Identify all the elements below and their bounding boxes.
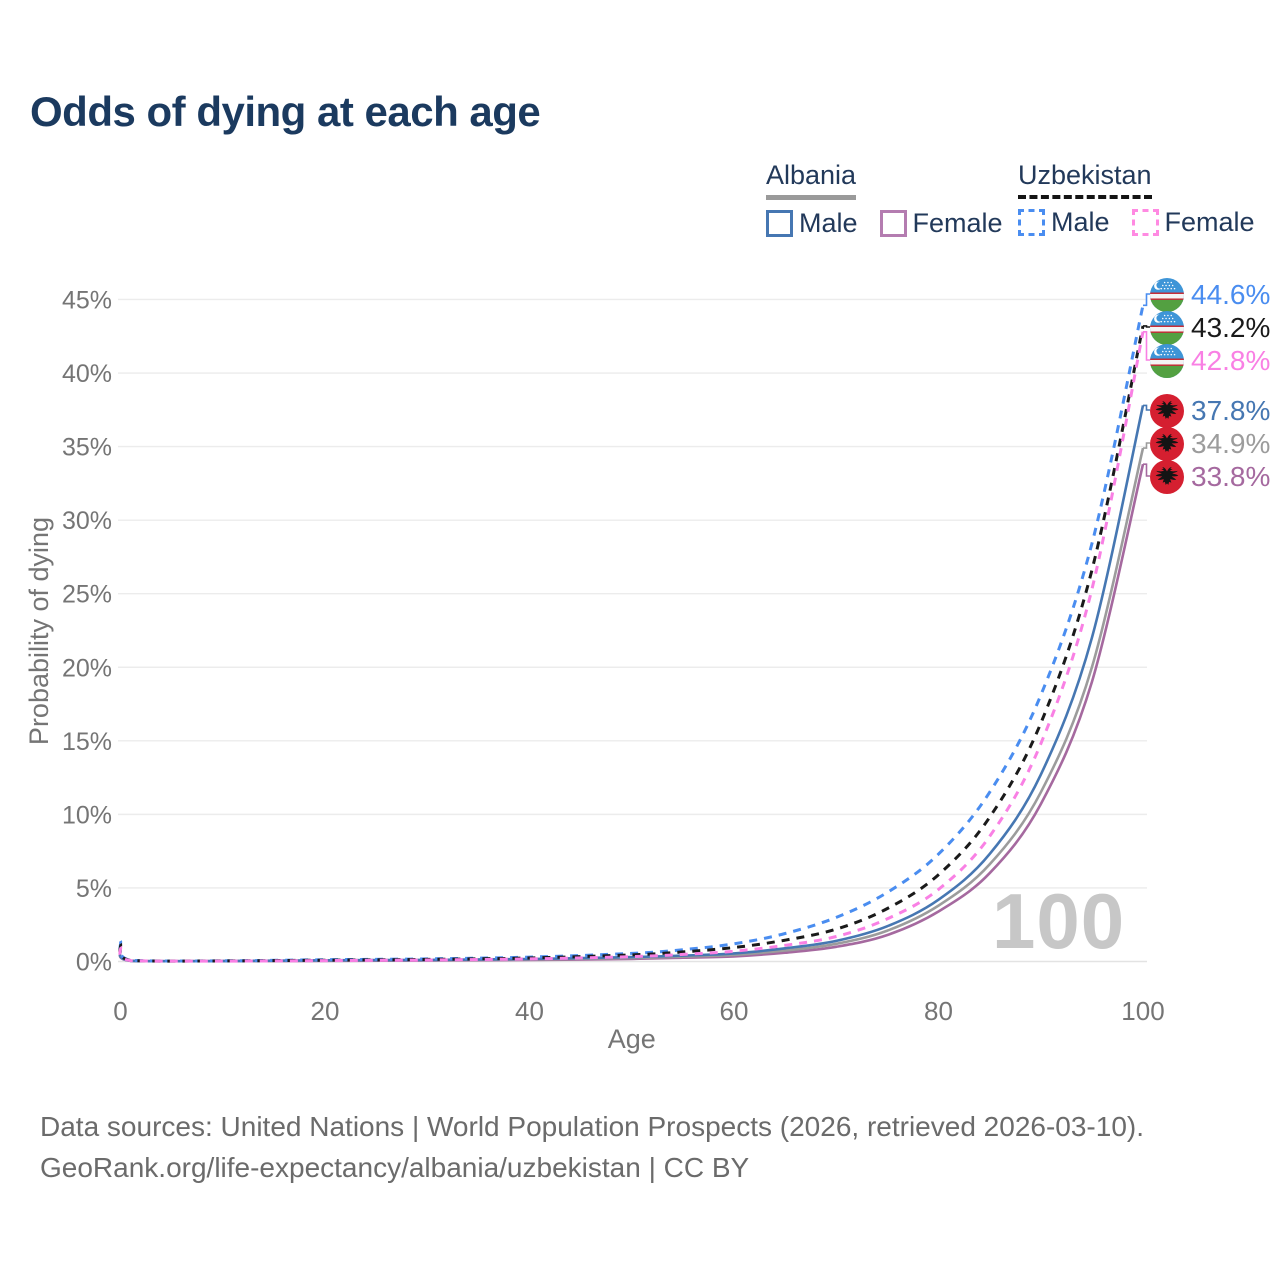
end-label-albania-male: 37.8% [1150, 394, 1270, 428]
end-label-connector [1143, 331, 1150, 361]
series-value-label: 33.8% [1191, 461, 1271, 492]
y-tick-label: 45% [62, 286, 112, 314]
y-axis-title: Probability of dying [24, 517, 54, 745]
series-line-albania-male[interactable] [118, 405, 1145, 963]
age-hover-indicator: 100 [992, 877, 1126, 965]
attribution-text: GeoRank.org/life-expectancy/albania/uzbe… [40, 1152, 750, 1183]
series-value-label: 42.8% [1191, 345, 1271, 376]
end-label-connector [1143, 442, 1150, 449]
y-tick-label: 0% [76, 949, 112, 977]
legend-item-label: Male [1051, 207, 1110, 237]
y-tick-label: 20% [62, 654, 112, 682]
y-tick-label: 40% [62, 360, 112, 388]
albania-male-checkbox-icon[interactable] [766, 210, 793, 237]
uzbekistan-flag-icon [1150, 344, 1184, 378]
albania-flag-icon [1150, 460, 1184, 494]
uzbekistan-flag-icon [1150, 278, 1184, 312]
footer: Data sources: United Nations | World Pop… [40, 1106, 1144, 1188]
x-tick-label: 0 [113, 996, 127, 1026]
series-value-label: 37.8% [1191, 395, 1271, 426]
series-value-label: 34.9% [1191, 428, 1271, 459]
legend-country-label-albania: Albania [766, 160, 857, 200]
legend-item-label: Female [912, 208, 1003, 238]
series-value-label: 44.6% [1191, 279, 1271, 310]
legend-group-uzbekistan: Uzbekistan Male Female [1018, 160, 1255, 238]
y-tick-label: 10% [62, 801, 112, 829]
x-axis-title: Age [608, 1024, 656, 1054]
albania-female-checkbox-icon[interactable] [879, 210, 907, 237]
series-line-uzbekistan-both-sexes[interactable] [118, 325, 1145, 963]
legend-country-label-uzbekistan: Uzbekistan [1018, 160, 1152, 199]
y-tick-label: 15% [62, 728, 112, 756]
uzbekistan-flag-icon [1150, 311, 1184, 345]
uzbekistan-female-checkbox-icon[interactable] [1131, 209, 1159, 236]
legend-item-uzbekistan-female[interactable]: Female [1131, 207, 1255, 238]
legend-group-albania: Albania Male Female [766, 160, 1003, 239]
uzbekistan-male-checkbox-icon[interactable] [1018, 209, 1045, 236]
x-tick-label: 40 [515, 996, 544, 1026]
series-line-albania-both-sexes[interactable] [118, 447, 1145, 963]
end-label-uzbekistan-female: 42.8% [1150, 344, 1270, 378]
legend-item-uzbekistan-male[interactable]: Male [1018, 207, 1110, 238]
x-tick-label: 100 [1121, 996, 1164, 1026]
series-line-uzbekistan-female[interactable] [118, 331, 1145, 963]
y-tick-label: 35% [62, 434, 112, 462]
y-tick-label: 25% [62, 581, 112, 609]
end-label-uzbekistan-male: 44.6% [1150, 278, 1270, 312]
y-tick-label: 30% [62, 507, 112, 535]
albania-flag-icon [1150, 427, 1184, 461]
end-label-albania-female: 33.8% [1150, 460, 1270, 494]
legend-item-label: Female [1164, 207, 1255, 237]
y-tick-label: 5% [76, 875, 112, 903]
data-sources-text: Data sources: United Nations | World Pop… [40, 1111, 1145, 1142]
page-title: Odds of dying at each age [30, 88, 541, 135]
legend-item-label: Male [799, 208, 858, 238]
legend-item-albania-female[interactable]: Female [879, 208, 1003, 239]
albania-flag-icon [1150, 394, 1184, 428]
series-value-label: 43.2% [1191, 312, 1271, 343]
end-label-connector [1143, 293, 1150, 307]
x-tick-label: 60 [720, 996, 749, 1026]
legend-item-albania-male[interactable]: Male [766, 208, 858, 239]
end-label-uzbekistan-both: 43.2% [1150, 311, 1270, 345]
end-label-connector [1143, 325, 1150, 328]
end-label-connector [1143, 404, 1150, 411]
end-label-albania-both: 34.9% [1150, 427, 1270, 461]
series-line-albania-female[interactable] [118, 463, 1145, 963]
x-tick-label: 20 [311, 996, 340, 1026]
x-tick-label: 80 [924, 996, 953, 1026]
end-label-connector [1143, 463, 1150, 477]
